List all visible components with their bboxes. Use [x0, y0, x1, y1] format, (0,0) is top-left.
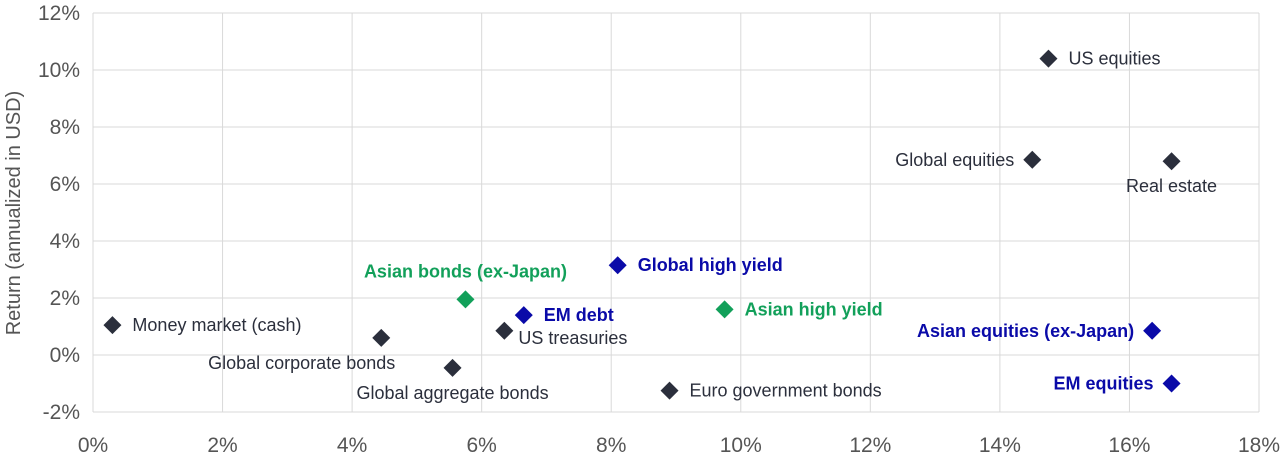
y-tick-label: 10% — [38, 59, 80, 82]
points-layer: Money market (cash) Global corporate bond… — [103, 49, 1217, 403]
data-point-marker — [443, 358, 462, 377]
data-point-label: Real estate — [1126, 176, 1217, 196]
data-point-label: Euro government bonds — [690, 381, 882, 401]
y-tick-label: -2% — [43, 401, 80, 424]
data-point-marker — [1023, 150, 1042, 169]
data-point-marker — [103, 316, 122, 335]
data-point-label: Global corporate bonds — [208, 353, 395, 373]
data-point-label: US treasuries — [518, 328, 627, 348]
data-point-marker — [1039, 49, 1058, 68]
data-point-label: Global high yield — [638, 255, 783, 275]
data-point-marker — [715, 300, 734, 319]
y-tick-label: 2% — [50, 287, 80, 310]
data-point-marker — [514, 306, 533, 325]
data-point-label: Asian bonds (ex-Japan) — [364, 261, 567, 281]
x-tick-label: 14% — [979, 434, 1021, 457]
x-tick-label: 18% — [1238, 434, 1280, 457]
data-point-label: Global equities — [895, 150, 1014, 170]
x-tick-label: 2% — [207, 434, 237, 457]
y-tick-label: 0% — [50, 344, 80, 367]
x-tick-label: 4% — [337, 434, 367, 457]
x-tick-label: 16% — [1108, 434, 1150, 457]
data-point-marker — [1143, 321, 1162, 340]
grid-layer — [92, 12, 1260, 413]
y-tick-label: 12% — [38, 2, 80, 25]
y-tick-label: 6% — [50, 173, 80, 196]
data-point-label: US equities — [1068, 49, 1160, 69]
data-point-marker — [495, 321, 514, 340]
data-point-label: Asian equities (ex-Japan) — [917, 321, 1134, 341]
data-point-label: Money market (cash) — [132, 315, 301, 335]
y-tick-label: 4% — [50, 230, 80, 253]
x-tick-label: 8% — [596, 434, 626, 457]
tick-labels: 0% 2% 4% 6% 8% 10% 12% 14% 16% 18% -2% 0% 2% 4% 6% 8% 10… — [38, 2, 1280, 457]
y-axis-label: Return (annualized in USD) — [3, 91, 25, 336]
data-point-marker — [608, 256, 627, 275]
data-point-marker — [1162, 152, 1181, 171]
data-point-marker — [456, 290, 475, 309]
x-tick-label: 10% — [720, 434, 762, 457]
data-point-label: Global aggregate bonds — [356, 383, 548, 403]
data-point-marker — [660, 381, 679, 400]
x-tick-label: 0% — [78, 434, 108, 457]
data-point-marker — [372, 328, 391, 347]
y-tick-label: 8% — [50, 116, 80, 139]
x-tick-label: 6% — [466, 434, 496, 457]
data-point-label: EM debt — [544, 305, 614, 325]
data-point-label: Asian high yield — [745, 299, 883, 319]
x-tick-label: 12% — [849, 434, 891, 457]
data-point-label: EM equities — [1054, 374, 1154, 394]
data-point-marker — [1162, 374, 1181, 393]
